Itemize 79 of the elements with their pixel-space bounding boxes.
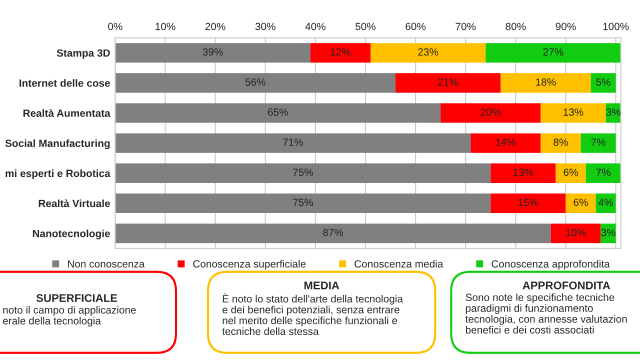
bar: [550, 224, 601, 244]
data-label: 14%: [496, 138, 516, 146]
data-label: 15%: [518, 198, 538, 206]
data-label: 13%: [514, 168, 534, 176]
bar: [580, 133, 616, 153]
data-label: 39%: [202, 48, 223, 56]
x-tick-label: 30%: [255, 22, 276, 30]
bar: [470, 133, 541, 153]
data-label: 6%: [564, 168, 578, 176]
x-tick-label: 10%: [156, 22, 176, 30]
data-label: 7%: [591, 138, 606, 146]
data-label: 3%: [601, 228, 616, 236]
x-tick-label: 80%: [506, 22, 526, 30]
bar: [490, 163, 556, 183]
y-tick-label: Social Manufacturing: [5, 139, 110, 150]
text: MEDIA: [304, 282, 340, 290]
data-label: 4%: [598, 198, 613, 206]
y-tick-label: Realtà Aumentata: [23, 109, 110, 117]
data-label: 6%: [574, 198, 588, 206]
text: Sono note le specifiche tecniche paradigmi di funzionamento tecnologia, con annesse valutazion benefici e dei costi associati: [465, 293, 627, 334]
x-tick-label: 90%: [556, 22, 576, 30]
data-label: 13%: [564, 108, 584, 116]
x-tick-label: 100%: [603, 22, 629, 30]
bar: [586, 163, 621, 183]
bar: [490, 193, 566, 214]
text: noto il campo di applicazione erale della tecnologia: [3, 306, 136, 327]
x-tick-label: 50%: [355, 22, 376, 30]
bar: [310, 43, 371, 63]
data-label: 56%: [245, 78, 266, 86]
bar: [500, 73, 591, 93]
data-label: 7%: [596, 168, 610, 176]
bar: [540, 133, 581, 153]
data-label: 12%: [330, 48, 351, 56]
bar: [115, 73, 396, 93]
text: SUPERFICIALE: [36, 294, 118, 302]
data-label: 21%: [438, 78, 458, 86]
x-tick-label: 40%: [305, 22, 326, 30]
data-label: 5%: [596, 78, 610, 86]
data-label: 18%: [536, 78, 556, 86]
data-label: 23%: [418, 48, 438, 56]
bar: [115, 43, 310, 63]
bar: [115, 133, 471, 153]
x-tick-label: 20%: [205, 22, 226, 30]
data-label: 65%: [268, 108, 288, 116]
bar: [556, 163, 586, 183]
data-label: 10%: [566, 228, 586, 236]
bar: [486, 43, 621, 63]
bar: [370, 43, 486, 63]
bar: [540, 103, 606, 123]
data-label: 75%: [293, 168, 313, 176]
data-label: 75%: [293, 198, 313, 206]
y-tick-label: mi esperti e Robotica: [6, 169, 110, 180]
x-tick-label: 0%: [108, 22, 122, 30]
y-tick-label: Internet delle cose: [20, 79, 110, 87]
legend-label: Conoscenza superficiale: [193, 260, 306, 270]
bar: [440, 103, 541, 123]
bar: [115, 224, 551, 244]
data-label: 20%: [480, 108, 501, 116]
y-tick-label: Stampa 3D: [56, 49, 110, 59]
bar: [396, 73, 501, 93]
bar: [590, 73, 616, 93]
x-tick-label: 60%: [406, 22, 426, 30]
legend-label: Non conoscenza: [68, 260, 145, 268]
data-label: 27%: [543, 48, 564, 56]
text: APPROFONDITA: [522, 282, 610, 290]
text: È noto lo stato dell'arte della tecnologia e dei benefici potenziali, senza entrare nel merito delle specifiche funzionali e tecniche della stessa: [222, 293, 404, 336]
bar: [115, 163, 491, 183]
data-label: 71%: [283, 138, 303, 146]
data-label: 87%: [322, 228, 344, 236]
legend-label: Conoscenza approfondita: [492, 260, 610, 270]
legend-label: Conoscenza media: [354, 260, 444, 268]
data-label: 8%: [554, 138, 568, 146]
bar: [115, 103, 441, 123]
y-tick-label: Nanotecnologie: [32, 230, 110, 240]
bar: [115, 193, 491, 214]
bar: [566, 193, 596, 214]
x-tick-label: 70%: [456, 22, 476, 30]
y-tick-label: Realtà Virtuale: [38, 199, 110, 208]
bar: [596, 193, 616, 214]
